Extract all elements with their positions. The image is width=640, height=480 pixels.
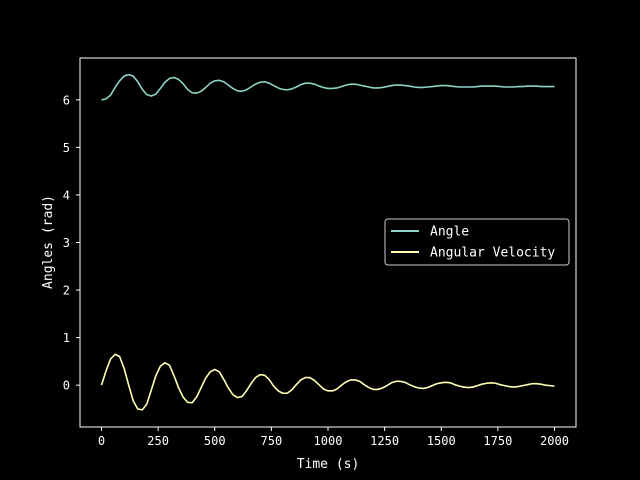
y-axis-label: Angles (rad) — [41, 195, 56, 289]
y-axis-ticks: 0 1 2 3 4 5 6 — [63, 93, 80, 393]
y-tick-label: 0 — [63, 379, 70, 393]
y-tick-label: 1 — [63, 331, 70, 345]
x-axis-label: Time (s) — [297, 457, 360, 472]
series-line-angle — [101, 73, 555, 101]
y-tick-label: 5 — [63, 141, 70, 155]
x-tick-label: 1500 — [427, 434, 456, 448]
legend-label-angle: Angle — [430, 225, 469, 240]
y-tick-label: 4 — [63, 188, 70, 202]
legend-box — [384, 218, 570, 266]
x-axis-ticks: 0 250 500 750 1000 1250 1500 1750 2000 — [98, 427, 569, 448]
legend: Angle Angular Velocity — [384, 218, 570, 266]
series-layer — [100, 73, 555, 411]
x-tick-label: 1750 — [483, 434, 512, 448]
legend-label-angular-velocity: Angular Velocity — [430, 246, 555, 261]
x-tick-label: 750 — [261, 434, 283, 448]
series-line-angular-velocity — [100, 353, 555, 411]
y-tick-label: 3 — [63, 236, 70, 250]
x-tick-label: 1250 — [370, 434, 399, 448]
x-tick-label: 500 — [204, 434, 226, 448]
y-tick-label: 6 — [63, 93, 70, 107]
x-tick-label: 1000 — [314, 434, 343, 448]
x-tick-label: 250 — [147, 434, 169, 448]
x-tick-label: 2000 — [540, 434, 569, 448]
x-tick-label: 0 — [98, 434, 105, 448]
y-tick-label: 2 — [63, 284, 70, 298]
